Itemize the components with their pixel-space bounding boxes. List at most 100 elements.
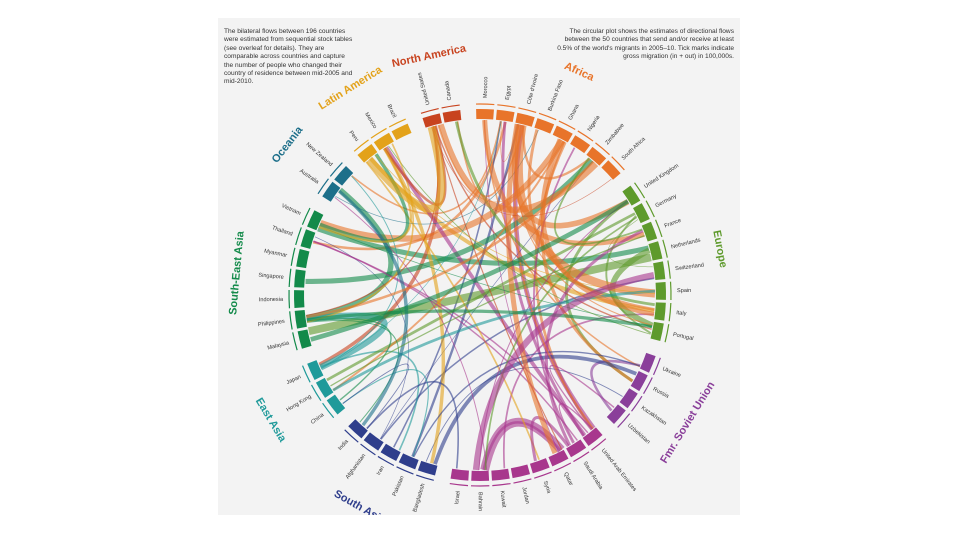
country-arc [300, 229, 316, 249]
country-label: Netherlands [670, 237, 701, 250]
flow-chord [540, 138, 655, 317]
tick-ring [377, 455, 395, 467]
country-label: Indonesia [259, 297, 284, 304]
country-arc [476, 109, 494, 120]
country-label: Pakistan [392, 475, 406, 497]
country-arc [654, 302, 666, 321]
flow-chord [310, 199, 630, 342]
tick-ring [591, 438, 607, 451]
tick-ring [295, 227, 302, 246]
country-label: Iran [376, 465, 386, 476]
region-label: South Asia [332, 488, 388, 515]
country-arc [495, 109, 515, 123]
country-label: Hong Kong [286, 394, 313, 414]
country-label: Zimbabwe [605, 123, 626, 147]
tick-ring [301, 365, 311, 383]
flow-chord [501, 121, 585, 437]
country-arc [622, 185, 641, 206]
tick-ring [310, 384, 322, 402]
country-arc [601, 160, 621, 180]
country-label: Côte d'Ivoire [526, 73, 540, 105]
flow-chord [366, 380, 459, 469]
tick-ring [329, 162, 343, 177]
country-arc [641, 221, 658, 242]
flow-chord [319, 225, 653, 327]
flow-chord [334, 197, 488, 470]
tick-ring [317, 178, 329, 195]
country-arc [380, 443, 401, 462]
flow-chord [320, 175, 399, 369]
region-label: Europe [710, 229, 729, 268]
country-arc [357, 143, 378, 163]
country-arc [417, 460, 438, 476]
flow-chord [533, 147, 576, 444]
country-arc [630, 371, 648, 392]
country-label: Syria [542, 480, 552, 495]
country-arc [655, 282, 666, 300]
region-label: South-East Asia [227, 230, 247, 316]
country-label: Portugal [672, 332, 694, 342]
flow-chord [482, 119, 645, 246]
tick-ring [292, 332, 298, 351]
country-label: Afghanistan [345, 453, 367, 480]
country-arc [294, 310, 307, 329]
flow-chord [366, 125, 446, 213]
tick-ring [344, 429, 359, 443]
country-arc [294, 269, 306, 288]
tick-ring [554, 462, 572, 472]
country-arc [334, 166, 354, 186]
country-arc [307, 360, 324, 381]
flow-chord [505, 123, 558, 455]
tick-ring [595, 142, 610, 156]
country-arc [648, 241, 663, 261]
country-arc [294, 290, 305, 308]
country-label: Germany [655, 193, 678, 209]
country-label: Vietnam [280, 203, 301, 217]
country-label: Malaysia [267, 340, 291, 351]
flow-chord [558, 403, 594, 443]
country-label: Singapore [258, 273, 284, 281]
tick-ring [643, 377, 653, 394]
tick-ring [322, 402, 335, 419]
chords [305, 119, 656, 471]
country-label: Philippines [258, 319, 286, 329]
country-arc [529, 458, 550, 474]
tick-ring [577, 130, 594, 142]
flow-chord [330, 234, 645, 387]
tick-ring [388, 118, 406, 128]
country-label: Thailand [271, 225, 293, 237]
country-arc [422, 113, 442, 128]
country-arc [348, 419, 368, 439]
tick-ring [289, 311, 293, 330]
tick-ring [634, 182, 646, 199]
country-arc [633, 203, 650, 224]
country-arc [373, 132, 394, 151]
flow-chord [338, 189, 409, 427]
tick-ring [301, 207, 311, 225]
flow-chord [342, 363, 410, 430]
country-label: Jordan [520, 487, 530, 505]
country-arc [653, 261, 666, 280]
country-label: United States [417, 71, 432, 105]
country-label: Kazakhstan [640, 405, 667, 427]
tick-ring [513, 478, 532, 484]
country-label: France [664, 218, 682, 230]
flow-chord [314, 236, 409, 439]
flow-chord [605, 215, 652, 334]
country-arc [582, 427, 603, 447]
tick-ring [441, 104, 460, 109]
country-label: Russia [652, 386, 671, 400]
country-arc [315, 377, 334, 398]
tick-ring [645, 200, 655, 218]
country-label: Egypt [505, 85, 513, 100]
country-label: Australia [298, 168, 320, 186]
country-arc [442, 110, 462, 123]
flow-chord [432, 126, 563, 450]
country-arc [326, 394, 346, 415]
country-label: Ghana [568, 103, 581, 121]
country-arc [491, 468, 510, 481]
flow-chord [553, 157, 643, 245]
flow-chord [351, 121, 502, 215]
tick-ring [416, 474, 434, 481]
note: The bilateral flows between 196 countrie… [224, 28, 353, 86]
